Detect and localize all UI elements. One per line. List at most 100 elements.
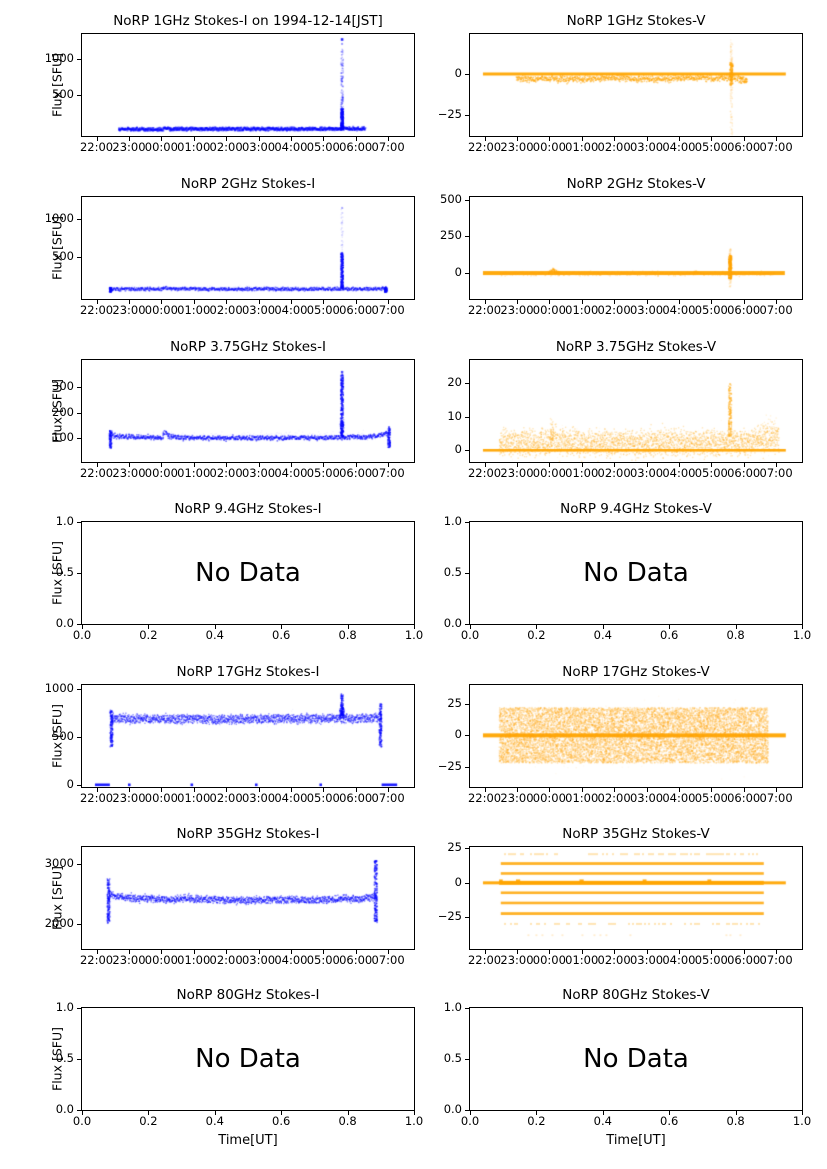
y-tick: [465, 735, 469, 737]
x-tick-label: 02:00: [209, 466, 243, 480]
y-tick-label: 2000: [44, 915, 74, 930]
no-data-label: No Data: [583, 1044, 689, 1074]
x-tick-label: 06:00: [727, 466, 761, 480]
x-tick-label: 0.0: [72, 628, 92, 642]
y-tick-label: 0: [454, 264, 462, 279]
y-tick: [77, 387, 81, 389]
x-tick-label: 07:00: [759, 953, 793, 967]
x-tick: [161, 950, 163, 954]
y-tick: [465, 522, 469, 523]
y-tick: [465, 917, 469, 919]
x-tick-label: 05:00: [306, 791, 340, 805]
x-tick: [602, 625, 604, 629]
y-tick: [465, 573, 469, 574]
x-tick-label: 0.6: [272, 628, 291, 642]
x-tick-label: 22:00: [79, 466, 114, 480]
x-tick-label: 22:00: [79, 791, 114, 805]
x-tick-label: 0.6: [660, 628, 679, 642]
y-tick: [465, 199, 469, 201]
x-tick-label: 23:00: [500, 303, 534, 317]
x-tick-label: 07:00: [759, 140, 793, 154]
y-tick-label: 10: [447, 408, 462, 423]
x-tick-label: 07:00: [759, 303, 793, 317]
x-tick-label: 0.4: [593, 1114, 612, 1128]
x-tick: [128, 788, 130, 792]
y-tick-label: 500: [52, 87, 74, 102]
y-tick-label: −25: [437, 909, 462, 924]
x-tick: [743, 463, 745, 467]
no-data-label: No Data: [583, 558, 689, 588]
x-tick-label: 06:00: [339, 953, 373, 967]
x-tick: [148, 1111, 150, 1115]
x-tick: [776, 950, 778, 954]
x-tick-label: 0.0: [72, 1114, 92, 1128]
plot-title: NoRP 80GHz Stokes-I: [176, 987, 320, 1003]
y-tick-label: 0.5: [55, 1051, 74, 1065]
x-tick: [258, 950, 260, 954]
x-tick: [290, 300, 292, 304]
x-tick-label: 02:00: [597, 303, 631, 317]
y-tick-label: 25: [447, 840, 462, 855]
x-tick: [614, 463, 616, 467]
x-tick: [414, 625, 415, 629]
y-tick-label: 250: [440, 228, 462, 243]
x-tick: [678, 788, 680, 792]
plot-title: NoRP 9.4GHz Stokes-V: [560, 501, 712, 517]
x-tick-label: 04:00: [662, 140, 696, 154]
plot-area: [469, 359, 803, 463]
y-tick-label: 0.5: [55, 565, 74, 579]
x-tick: [646, 950, 648, 954]
x-tick-label: 0.8: [338, 1114, 357, 1128]
x-tick-label: 00:00: [532, 303, 566, 317]
x-tick-label: 03:00: [629, 791, 664, 805]
y-tick-label: −25: [437, 106, 462, 121]
y-tick-label: 0.0: [55, 616, 74, 630]
x-tick-label: 05:00: [306, 953, 340, 967]
y-tick-label: 100: [52, 429, 74, 444]
x-tick-label: 0.6: [660, 1114, 679, 1128]
y-tick: [465, 703, 469, 705]
x-tick: [536, 625, 538, 629]
y-tick: [465, 766, 469, 768]
x-tick-label: 03:00: [241, 953, 276, 967]
x-tick-label: 0.6: [272, 1114, 291, 1128]
x-tick: [516, 788, 518, 792]
x-tick: [516, 463, 518, 467]
x-tick-label: 02:00: [597, 953, 631, 967]
x-tick-label: 1.0: [792, 1114, 812, 1128]
x-tick: [193, 950, 195, 954]
x-tick-label: 00:00: [532, 466, 566, 480]
x-tick-label: 05:00: [306, 303, 340, 317]
x-tick-label: 00:00: [144, 303, 178, 317]
y-tick-label: 1000: [44, 211, 74, 226]
x-tick: [581, 788, 583, 792]
x-tick: [96, 300, 98, 304]
x-tick: [743, 300, 745, 304]
y-axis-label: Flux [SFU]: [49, 53, 65, 117]
x-tick-label: 02:00: [597, 140, 631, 154]
y-tick-label: 0: [454, 874, 462, 889]
x-tick: [678, 463, 680, 467]
y-tick: [465, 1110, 469, 1111]
y-tick-label: 3000: [44, 856, 74, 871]
y-tick: [77, 1059, 81, 1060]
x-tick-label: 07:00: [371, 791, 405, 805]
x-tick: [581, 950, 583, 954]
y-tick-label: 500: [52, 249, 74, 264]
no-data-label: No Data: [195, 558, 301, 588]
x-tick: [226, 950, 228, 954]
y-tick-label: 0: [454, 442, 462, 457]
x-tick-label: 0.2: [527, 628, 546, 642]
plot-area: [81, 684, 415, 788]
x-tick: [161, 788, 163, 792]
y-tick-label: 0.5: [443, 1051, 462, 1065]
plot-area: [81, 846, 415, 950]
x-tick: [347, 625, 349, 629]
x-tick-label: 05:00: [694, 791, 728, 805]
y-tick: [465, 450, 469, 452]
plot-area: [469, 684, 803, 788]
x-tick-label: 06:00: [727, 140, 761, 154]
x-tick: [96, 788, 98, 792]
plot-area: [81, 196, 415, 300]
x-tick-label: 0.8: [726, 1114, 745, 1128]
